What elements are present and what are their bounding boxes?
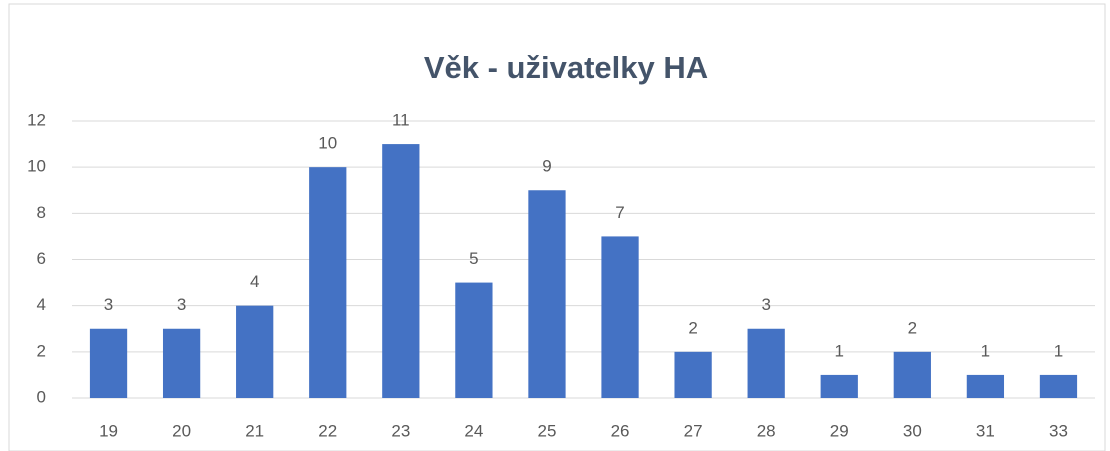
data-label: 4 [250, 272, 259, 291]
x-tick-label: 25 [538, 421, 557, 440]
data-label: 1 [835, 341, 844, 360]
y-tick-label: 8 [37, 203, 46, 222]
y-tick-label: 0 [37, 387, 46, 406]
bar [455, 282, 493, 398]
x-tick-label: 24 [464, 421, 483, 440]
y-tick-label: 4 [37, 295, 46, 314]
bar [747, 328, 785, 398]
x-tick-label: 20 [172, 421, 191, 440]
bar [89, 328, 128, 398]
x-tick-label: 23 [391, 421, 410, 440]
bar [236, 305, 274, 398]
data-label: 7 [615, 203, 624, 222]
data-label: 3 [761, 295, 770, 314]
data-label: 10 [318, 134, 337, 153]
x-tick-label: 29 [830, 421, 849, 440]
data-label: 1 [1054, 341, 1063, 360]
y-tick-label: 2 [37, 341, 46, 360]
x-tick-label: 28 [757, 421, 776, 440]
bar [820, 374, 858, 398]
x-tick-label: 19 [99, 421, 118, 440]
y-tick-label: 10 [27, 157, 46, 176]
data-label: 5 [469, 249, 478, 268]
y-tick-label: 12 [27, 110, 46, 129]
bar [674, 351, 712, 398]
x-tick-label: 31 [976, 421, 995, 440]
data-label: 1 [981, 341, 990, 360]
data-label: 11 [392, 111, 410, 130]
bar [162, 328, 201, 398]
chart-title: Věk - uživatelky HA [424, 50, 708, 85]
x-tick-label: 22 [318, 421, 337, 440]
bar [382, 144, 420, 398]
data-label: 2 [908, 318, 917, 337]
x-tick-label: 33 [1049, 421, 1068, 440]
bar [528, 190, 566, 398]
bar [893, 351, 931, 398]
data-label: 2 [688, 318, 697, 337]
data-label: 9 [542, 157, 551, 176]
x-tick-label: 26 [611, 421, 630, 440]
bar [309, 167, 347, 398]
bar [966, 374, 1005, 398]
x-tick-label: 21 [245, 421, 264, 440]
data-label: 3 [177, 295, 186, 314]
bar [1039, 374, 1078, 398]
x-tick-label: 27 [684, 421, 703, 440]
y-tick-label: 6 [37, 249, 46, 268]
bar [601, 236, 639, 398]
data-label: 3 [104, 295, 113, 314]
x-tick-label: 30 [903, 421, 922, 440]
